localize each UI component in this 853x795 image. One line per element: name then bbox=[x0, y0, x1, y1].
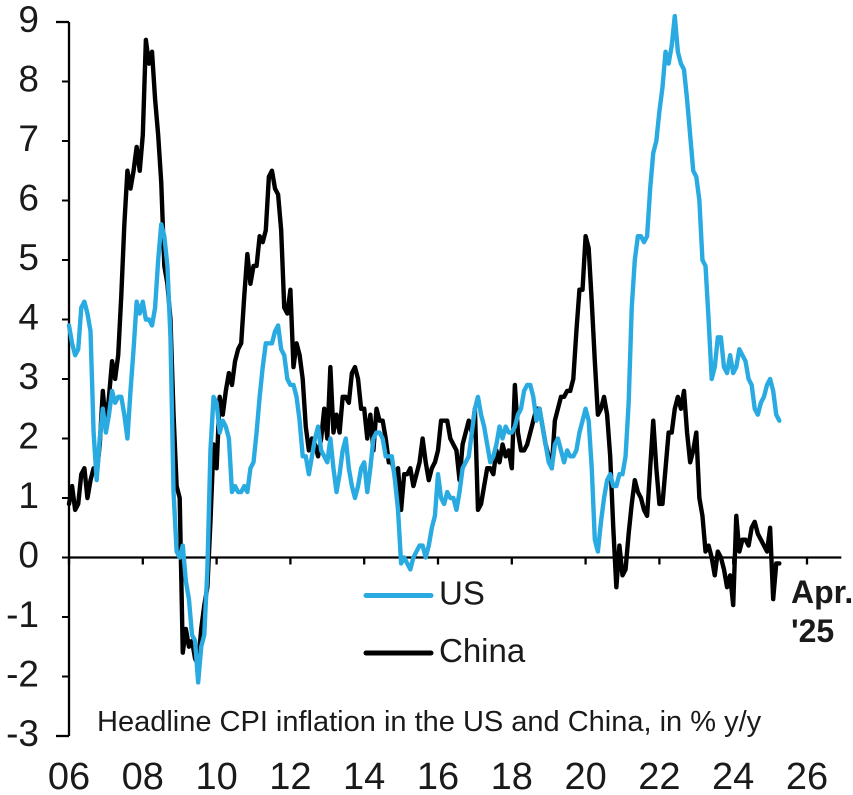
svg-text:US: US bbox=[439, 575, 485, 612]
svg-text:06: 06 bbox=[48, 756, 90, 795]
svg-text:-1: -1 bbox=[6, 594, 39, 635]
svg-text:18: 18 bbox=[491, 756, 533, 795]
svg-text:10: 10 bbox=[195, 756, 237, 795]
svg-text:2: 2 bbox=[18, 416, 39, 457]
svg-text:9: 9 bbox=[18, 0, 39, 40]
svg-text:4: 4 bbox=[18, 297, 39, 338]
svg-text:5: 5 bbox=[18, 237, 39, 278]
svg-text:-3: -3 bbox=[6, 713, 39, 754]
svg-text:Apr.: Apr. bbox=[791, 574, 853, 610]
svg-text:12: 12 bbox=[269, 756, 311, 795]
svg-text:22: 22 bbox=[638, 756, 680, 795]
svg-text:7: 7 bbox=[18, 118, 39, 159]
svg-text:16: 16 bbox=[417, 756, 459, 795]
svg-text:24: 24 bbox=[712, 756, 754, 795]
svg-text:3: 3 bbox=[18, 356, 39, 397]
svg-text:China: China bbox=[439, 632, 526, 669]
svg-text:08: 08 bbox=[122, 756, 164, 795]
svg-text:1: 1 bbox=[18, 475, 39, 516]
svg-text:-2: -2 bbox=[6, 654, 39, 695]
svg-text:26: 26 bbox=[786, 756, 828, 795]
svg-text:'25: '25 bbox=[791, 613, 834, 649]
svg-text:6: 6 bbox=[18, 178, 39, 219]
svg-text:14: 14 bbox=[343, 756, 385, 795]
svg-text:8: 8 bbox=[18, 59, 39, 100]
svg-text:Headline CPI inflation in the: Headline CPI inflation in the US and Chi… bbox=[97, 706, 762, 738]
svg-text:20: 20 bbox=[564, 756, 606, 795]
svg-text:0: 0 bbox=[18, 535, 39, 576]
